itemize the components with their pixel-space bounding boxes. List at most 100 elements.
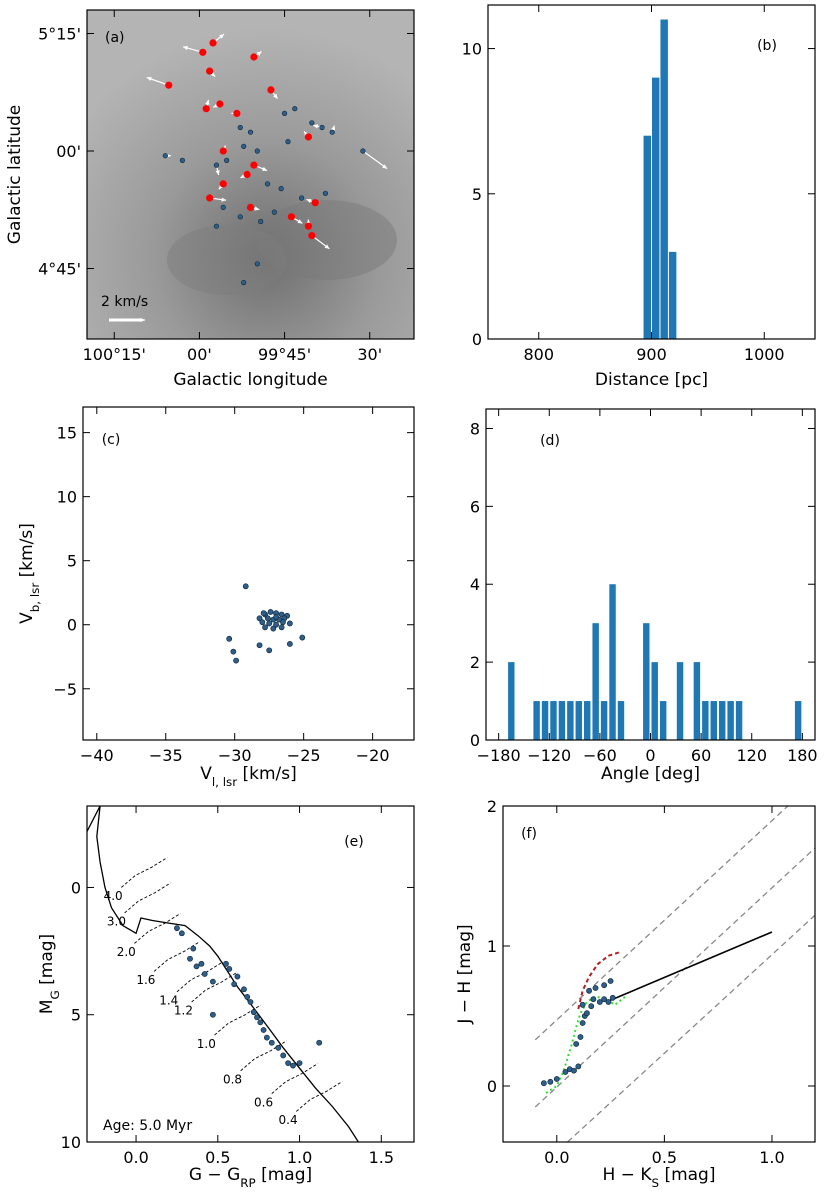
mass-label: 0.8 xyxy=(223,1072,242,1086)
mass-label: 1.0 xyxy=(197,1037,216,1051)
giant-track xyxy=(577,950,622,1010)
star-point-blue xyxy=(241,143,247,149)
panel-b-xtick-label: 900 xyxy=(636,345,667,364)
panel-a-xtick-label: 30' xyxy=(357,345,382,364)
velocity-point xyxy=(267,609,274,615)
star-point-blue xyxy=(258,218,264,225)
star-point-blue xyxy=(224,157,230,163)
velocity-arrow-head xyxy=(382,164,388,169)
histogram-bar xyxy=(609,584,616,740)
panel-f-axes-frame xyxy=(502,805,816,1143)
panel-c-label: (c) xyxy=(102,432,121,448)
panel-c-xlabel-part: V xyxy=(200,764,212,784)
cmd-point xyxy=(231,981,238,988)
star-point-red xyxy=(233,109,241,117)
histogram-bar xyxy=(600,701,608,740)
panel-d-xtick-label: −60 xyxy=(583,746,617,765)
panel-a-ylabel: Galactic latitude xyxy=(5,105,25,244)
mass-label: 1.2 xyxy=(174,1004,193,1018)
panel-c-plot-area: (c) xyxy=(102,432,306,664)
panel-d-xtick-label: −180 xyxy=(477,746,521,765)
panel-e-label: (e) xyxy=(344,834,364,850)
star-point-red xyxy=(304,133,313,141)
velocity-arrow-head xyxy=(218,184,224,190)
panel-c-xtick-label: −30 xyxy=(218,746,252,765)
mass-track xyxy=(295,1081,343,1112)
velocity-point xyxy=(262,624,268,631)
star-point-blue xyxy=(271,209,277,215)
star-point-red xyxy=(206,194,214,202)
velocity-point xyxy=(286,641,293,647)
histogram-bar xyxy=(651,662,658,740)
panel-a-label: (a) xyxy=(105,30,125,46)
panel-e-plot-area: 4.0 3.0 2.01.6 1.41.2 1.0 0.8 0.6 0.4 (e) Age: 5.… xyxy=(87,806,364,1142)
star-point-blue xyxy=(247,129,254,135)
star-point-red xyxy=(219,180,227,188)
star-point-blue xyxy=(292,106,298,112)
panel-a-xtick-label: 100°15' xyxy=(83,345,146,364)
reddening-vector xyxy=(605,931,773,1003)
star-point-blue xyxy=(264,181,271,187)
panel-d-xtick-label: −120 xyxy=(527,746,571,765)
panel-e-xtick-label: 1.0 xyxy=(287,1148,312,1167)
mass-track xyxy=(121,857,168,888)
star-point-red xyxy=(199,48,207,56)
reddening-band-line xyxy=(534,847,815,1108)
star-point-red xyxy=(250,161,258,169)
star-point-blue xyxy=(278,186,284,192)
panel-f-xlabel-part: H − K xyxy=(603,1165,653,1185)
ccd-point xyxy=(607,978,614,984)
velocity-point xyxy=(270,625,277,632)
velocity-point xyxy=(286,620,293,627)
star-point-blue xyxy=(237,124,243,131)
ccd-point xyxy=(605,999,612,1005)
histogram-bar xyxy=(652,77,660,339)
cmd-point xyxy=(241,986,247,993)
panel-e-axes-frame xyxy=(86,805,415,1143)
star-point-blue xyxy=(162,153,168,159)
panel-e-ytick-label: 10 xyxy=(61,1133,81,1152)
ccd-point xyxy=(573,1041,580,1047)
ccd-point xyxy=(592,985,599,991)
panel-d-xtick-label: 120 xyxy=(736,746,767,765)
panel-f-label: (f) xyxy=(521,826,537,842)
velocity-point xyxy=(273,614,279,620)
star-point-red xyxy=(308,232,316,240)
panel-c-ytick-label: 5 xyxy=(67,552,77,571)
panel-a-xtick-label: 99°45' xyxy=(258,345,311,364)
mass-label: 1.4 xyxy=(159,994,178,1008)
velocity-point xyxy=(278,624,285,631)
histogram-bar xyxy=(718,701,726,740)
panel-b-ytick-label: 5 xyxy=(472,185,482,204)
panel-c-xtick-label: −25 xyxy=(287,746,321,765)
mass-label: 2.0 xyxy=(117,945,136,959)
velocity-arrow-head xyxy=(256,51,262,56)
histogram-bar xyxy=(693,662,701,740)
velocity-arrow-head xyxy=(297,219,303,224)
cmd-point xyxy=(209,1011,216,1018)
panel-f-ylabel: J − H [mag] xyxy=(455,924,475,1024)
ccd-point xyxy=(590,996,597,1003)
panel-e-xlabel: G − GRP [mag] xyxy=(189,1165,312,1190)
panel-f-xtick-label: 0.0 xyxy=(544,1148,569,1167)
panel-a-xtick-label: 00' xyxy=(187,345,212,364)
velocity-arrow-head xyxy=(254,206,260,211)
panel-c-ytick-label: 0 xyxy=(67,616,77,635)
panel-c-xtick-label: −35 xyxy=(149,746,183,765)
cmd-point xyxy=(257,1019,264,1026)
panel-c-xtick-label: −20 xyxy=(356,746,390,765)
star-point-blue xyxy=(298,195,305,201)
scale-arrow-head xyxy=(140,317,145,323)
velocity-point xyxy=(259,619,266,626)
cmd-point xyxy=(201,971,208,977)
isochrone-line xyxy=(87,806,359,1142)
histogram-bar xyxy=(584,701,591,740)
star-point-blue xyxy=(213,162,220,168)
cmd-point xyxy=(275,1044,282,1051)
panel-d-label: (d) xyxy=(540,433,560,449)
reddening-band-line xyxy=(534,806,789,1041)
velocity-point xyxy=(260,610,267,617)
cmd-point xyxy=(280,1052,287,1059)
star-point-blue xyxy=(213,223,220,229)
panel-f-xtick-label: 0.5 xyxy=(652,1148,677,1167)
